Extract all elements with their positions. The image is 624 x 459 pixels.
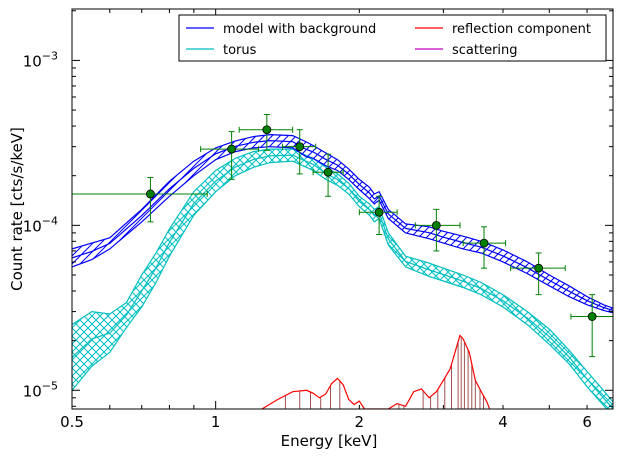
data-marker	[374, 207, 384, 217]
y-axis-label: Count rate [cts/s/keV]	[8, 127, 26, 291]
data-marker	[587, 312, 597, 321]
data-point	[462, 226, 507, 269]
torus-upper-line	[72, 148, 613, 403]
legend: model with background torus reflection c…	[178, 14, 607, 62]
model-lower-line	[72, 146, 613, 314]
data-marker	[295, 142, 305, 152]
axes-frame	[71, 8, 614, 410]
data-marker	[323, 167, 333, 177]
x-tick-label: 1	[211, 413, 221, 431]
y-tick-label: 10−4	[23, 214, 58, 235]
y-tick-label: 10−3	[23, 49, 58, 70]
model-central-line	[72, 139, 613, 311]
y-tick-label: 10−5	[23, 379, 58, 400]
model-band-fill	[72, 134, 613, 313]
legend-label-scattering: scattering	[452, 43, 518, 58]
legend-label-reflection: reflection component	[452, 22, 591, 37]
data-point	[312, 153, 344, 197]
x-tick-label: 6	[582, 413, 592, 431]
data-point	[510, 252, 566, 296]
legend-entry-reflection: reflection component	[415, 22, 591, 37]
y-tick-labels: 10−5 10−4 10−3	[23, 49, 58, 400]
data-point	[238, 113, 294, 151]
torus-band	[72, 148, 613, 409]
x-tick-label: 0.5	[60, 413, 84, 431]
reflection-line	[261, 334, 491, 409]
data-points	[72, 113, 613, 358]
data-point	[281, 129, 317, 175]
plot-area: 0.5 1 2 4 6 10−5 10−4 10−3	[23, 8, 614, 431]
legend-label-model: model with background	[223, 22, 376, 37]
data-point	[414, 208, 461, 252]
torus-lower-line	[72, 160, 608, 409]
data-point	[570, 294, 613, 358]
x-tick-label: 4	[498, 413, 508, 431]
data-point	[200, 131, 260, 180]
legend-entry-scattering: scattering	[415, 43, 518, 58]
x-axis-label: Energy [keV]	[281, 432, 378, 450]
x-tick-labels: 0.5 1 2 4 6	[60, 413, 592, 431]
legend-box	[178, 14, 607, 62]
data-point	[72, 177, 208, 223]
model-upper-line	[72, 133, 613, 309]
x-tick-label: 2	[355, 413, 365, 431]
model-band	[72, 133, 613, 314]
data-marker	[227, 144, 237, 154]
data-marker	[479, 238, 489, 248]
data-marker	[431, 220, 441, 230]
reflection-component	[261, 334, 491, 409]
legend-entry-model: model with background	[186, 22, 376, 37]
torus-central-line	[72, 154, 613, 409]
data-marker	[534, 263, 544, 273]
legend-label-torus: torus	[223, 43, 257, 58]
data-point	[358, 195, 398, 236]
axis-ticks	[71, 9, 613, 409]
data-marker	[262, 125, 272, 135]
legend-entry-torus: torus	[186, 43, 257, 58]
data-marker	[146, 189, 155, 199]
